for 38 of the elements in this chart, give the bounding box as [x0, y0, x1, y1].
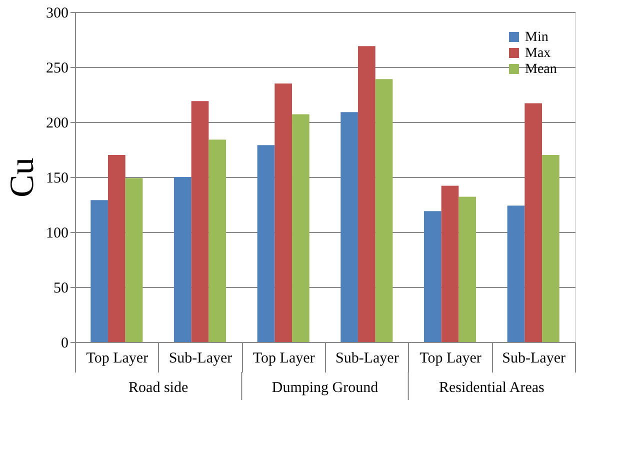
- bar: [441, 186, 459, 342]
- bar: [208, 140, 226, 342]
- y-tick-label: 250: [46, 60, 68, 76]
- bar: [274, 84, 292, 342]
- x-tick-label: Sub-Layer: [502, 350, 566, 366]
- legend-label: Mean: [525, 62, 557, 77]
- x-tick-label: Top Layer: [420, 350, 482, 366]
- bar: [542, 155, 560, 342]
- legend-label: Min: [525, 30, 548, 45]
- text: Residential Areas: [438, 380, 545, 396]
- y-tick-label: 150: [46, 170, 68, 186]
- y-tick-label: 100: [46, 226, 68, 242]
- bar: [375, 79, 393, 342]
- bar: [108, 155, 126, 342]
- y-tick-label: 200: [46, 116, 68, 132]
- x-tick-label: Top Layer: [252, 350, 315, 366]
- legend-label: Max: [525, 46, 551, 61]
- bar: [292, 114, 310, 342]
- y-tick-label: 0: [61, 336, 68, 352]
- text: Road side: [128, 380, 188, 396]
- text: Dumping Ground: [272, 380, 379, 396]
- x-tick-label: Sub-Layer: [336, 350, 399, 366]
- bar: [424, 211, 442, 342]
- bar: [458, 196, 476, 342]
- bar: [340, 112, 358, 342]
- bar: [90, 200, 108, 342]
- bar: [125, 178, 143, 342]
- bar: [524, 103, 542, 342]
- y-tick-label: 50: [54, 280, 68, 296]
- bar: [358, 46, 376, 342]
- x-tick-label: Sub-Layer: [168, 350, 232, 366]
- bar: [191, 101, 209, 342]
- x-tick-label: Top Layer: [86, 350, 148, 366]
- y-axis-title: Cu: [4, 158, 41, 198]
- bar: [507, 206, 525, 342]
- bar: [174, 177, 192, 342]
- y-tick-label: 300: [46, 6, 68, 22]
- bar: [257, 145, 275, 342]
